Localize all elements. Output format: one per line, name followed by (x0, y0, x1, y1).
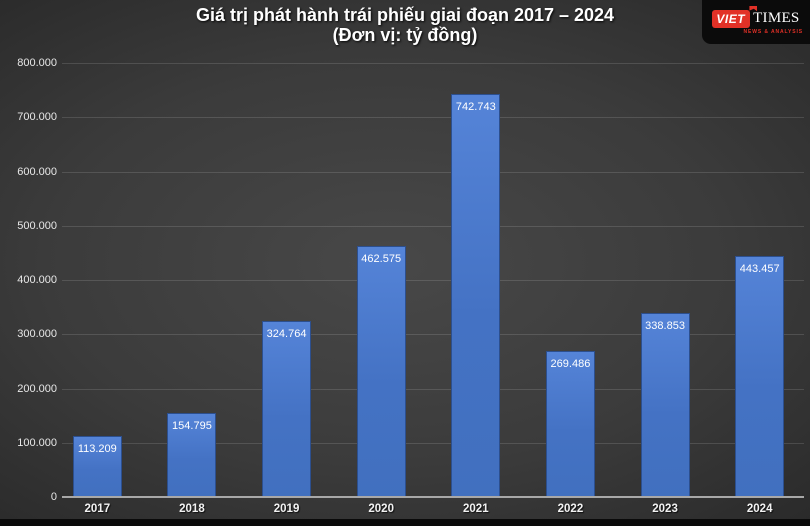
y-tick-label: 100.000 (17, 436, 57, 449)
logo-tagline: NEWS & ANALYSIS (743, 28, 803, 35)
bar-column: 462.575 (334, 63, 429, 497)
x-axis-label: 2022 (557, 503, 584, 515)
bar-value-label: 338.853 (645, 320, 685, 332)
bar-column: 338.853 (618, 63, 713, 497)
y-tick-label: 800.000 (17, 57, 57, 69)
bar-column: 443.457 (712, 63, 807, 497)
y-tick-label: 300.000 (17, 328, 57, 341)
bar-value-label: 154.795 (172, 420, 212, 432)
gridline (62, 280, 804, 281)
bar-2020: 462.575 (356, 246, 406, 497)
gridline (62, 442, 804, 444)
gridline (62, 225, 804, 227)
bar-column: 113.209 (50, 63, 145, 497)
x-axis-label: 2023 (652, 503, 678, 515)
bars-area: 113.209 154.795 324.764 462.575 742.743 269.4… (50, 63, 807, 497)
y-tick-label: 0 (50, 491, 57, 503)
logo-row: VIET TIMES (712, 5, 800, 28)
x-axis-label: 2019 (273, 503, 300, 515)
x-axis-labels: 2017 2018 2019 2020 2021 2022 2023 2024 (50, 503, 807, 515)
y-tick-label: 600.000 (17, 165, 57, 178)
bar-2021: 742.743 (451, 94, 501, 497)
bar-column: 324.764 (239, 63, 334, 497)
y-tick-label: 200.000 (17, 382, 57, 395)
bar-2018: 154.795 (167, 413, 217, 497)
bar-value-label: 324.764 (266, 328, 307, 340)
logo-times-text: TIMES (753, 10, 800, 26)
chart-title-block: Giá trị phát hành trái phiếu giai đoạn 2… (0, 5, 810, 45)
chart-subtitle: (Đơn vị: tỷ đồng) (332, 25, 478, 45)
bottom-strip (0, 519, 810, 526)
x-axis-label: 2021 (463, 503, 489, 515)
bar-2024: 443.457 (735, 256, 785, 497)
x-axis-label: 2017 (84, 503, 111, 515)
bar-column: 154.795 (145, 63, 240, 497)
bar-value-label: 113.209 (77, 443, 117, 455)
gridline (62, 388, 804, 390)
viettimes-logo: VIET TIMES NEWS & ANALYSIS (702, 0, 810, 44)
bar-column: 742.743 (429, 63, 524, 497)
bar-value-label: 462.575 (361, 253, 402, 265)
y-tick-label: 500.000 (17, 219, 57, 232)
gridline (62, 63, 804, 64)
x-axis-line (62, 496, 804, 498)
logo-flag-icon (749, 5, 758, 12)
x-axis-label: 2018 (179, 503, 205, 515)
bar-2022: 269.486 (545, 351, 595, 497)
gridline (62, 334, 804, 336)
bar-value-label: 269.486 (550, 358, 591, 370)
y-tick-label: 700.000 (17, 111, 57, 124)
bar-value-label: 443.457 (739, 263, 780, 275)
bar-2019: 324.764 (262, 321, 312, 497)
gridline (62, 171, 804, 173)
chart-title: Giá trị phát hành trái phiếu giai đoạn 2… (195, 5, 615, 25)
gridline (62, 117, 804, 119)
y-tick-label: 400.000 (17, 274, 57, 286)
bar-2023: 338.853 (640, 313, 690, 497)
x-axis-label: 2020 (368, 503, 394, 515)
x-axis-label: 2024 (746, 503, 773, 515)
bar-2017: 113.209 (72, 436, 122, 497)
bar-value-label: 742.743 (455, 101, 496, 113)
y-axis-ticks: 800.000 700.000 600.000 500.000 400.000 300.0… (0, 0, 57, 526)
bar-column: 269.486 (523, 63, 618, 497)
logo-viet-badge: VIET (712, 9, 751, 28)
